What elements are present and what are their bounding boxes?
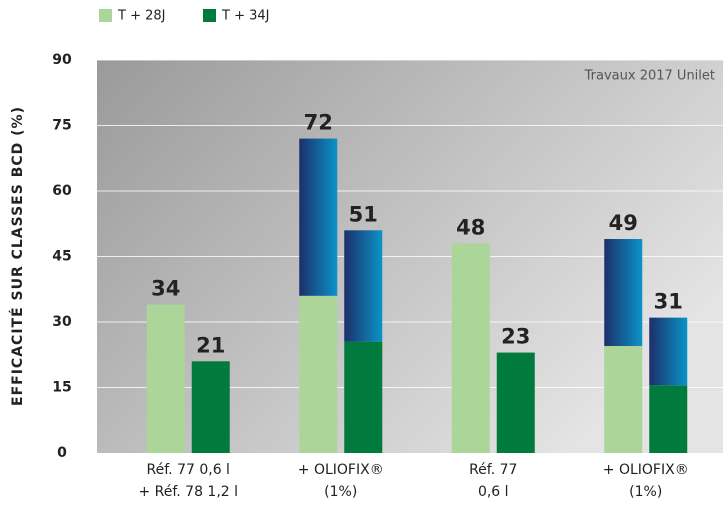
bar <box>191 361 230 453</box>
data-label: 48 <box>456 215 485 239</box>
y-tick-label: 45 <box>52 249 71 265</box>
y-axis-label: EFFICACITÉ SUR CLASSES BCD (%) <box>9 106 26 406</box>
data-label: 49 <box>609 211 638 235</box>
y-tick-label: 60 <box>52 183 72 199</box>
data-label: 23 <box>501 325 530 349</box>
data-label: 21 <box>196 333 225 357</box>
legend-swatch <box>99 9 112 22</box>
x-tick-label: + Réf. 78 1,2 l <box>138 484 238 500</box>
y-tick-label: 0 <box>57 445 67 461</box>
y-tick-label: 30 <box>52 314 72 330</box>
bar-boost <box>604 239 643 347</box>
y-tick-label: 90 <box>52 52 72 68</box>
bar-boost <box>344 230 383 342</box>
x-tick-label: Réf. 77 0,6 l <box>147 462 230 478</box>
x-tick-label: + OLIOFIX® <box>603 462 689 478</box>
bar-boost <box>649 317 688 386</box>
x-tick-label: Réf. 77 <box>469 462 517 478</box>
data-label: 34 <box>151 277 180 301</box>
x-tick-label: 0,6 l <box>478 484 509 500</box>
data-label: 31 <box>654 290 683 314</box>
bar <box>604 346 643 453</box>
annotation: Travaux 2017 Unilet <box>584 69 715 84</box>
legend-label: T + 28J <box>117 9 165 24</box>
data-label: 51 <box>349 202 378 226</box>
x-tick-label: (1%) <box>324 484 357 500</box>
legend-label: T + 34J <box>221 9 269 24</box>
x-tick-label: + OLIOFIX® <box>298 462 384 478</box>
y-tick-label: 15 <box>52 380 71 396</box>
bar <box>146 304 185 453</box>
bar <box>496 352 535 453</box>
bar-boost <box>299 138 338 296</box>
data-label: 72 <box>304 111 333 135</box>
bar <box>299 295 338 453</box>
y-tick-label: 75 <box>52 118 71 134</box>
legend-swatch <box>203 9 216 22</box>
x-tick-label: (1%) <box>629 484 662 500</box>
bar <box>649 385 688 453</box>
bar <box>344 341 383 453</box>
bar <box>451 243 490 453</box>
